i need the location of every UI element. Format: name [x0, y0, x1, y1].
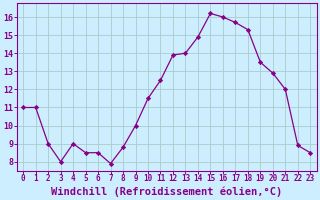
X-axis label: Windchill (Refroidissement éolien,°C): Windchill (Refroidissement éolien,°C): [51, 186, 282, 197]
